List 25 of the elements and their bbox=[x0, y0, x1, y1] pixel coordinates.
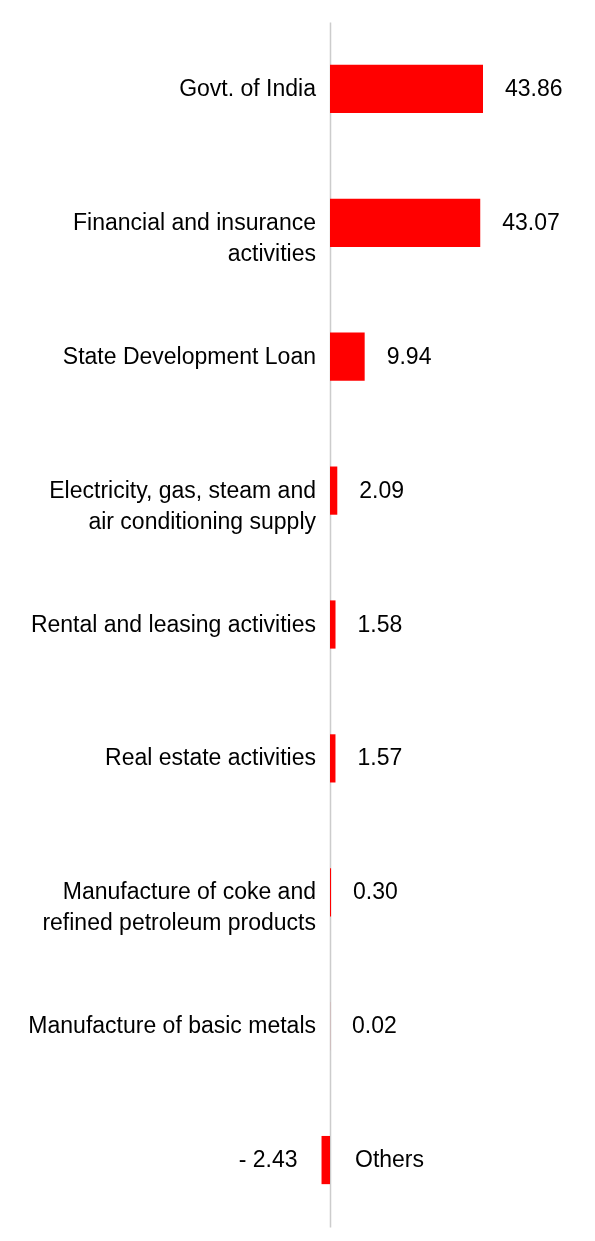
y-tick-label: Govt. of India bbox=[179, 74, 317, 101]
bar bbox=[330, 64, 483, 114]
bar bbox=[330, 332, 365, 381]
bar bbox=[330, 734, 336, 783]
data-label: 2.09 bbox=[359, 476, 405, 503]
y-tick-label: Others bbox=[355, 1146, 425, 1173]
y-tick-label: State Development Loan bbox=[62, 342, 316, 369]
y-tick-label: Manufacture of coke and refined petroleum products bbox=[42, 878, 316, 936]
data-label: - 2.43 bbox=[238, 1146, 298, 1173]
data-label: 43.86 bbox=[505, 74, 563, 101]
data-label: 43.07 bbox=[502, 208, 560, 235]
bar bbox=[330, 198, 481, 247]
y-tick-label: Financial and insurance activities bbox=[73, 208, 316, 266]
y-tick-label: Manufacture of basic metals bbox=[28, 1012, 316, 1039]
bar bbox=[321, 1135, 330, 1185]
data-label: 0.30 bbox=[353, 878, 398, 905]
bar bbox=[330, 466, 338, 515]
y-tick-label: Rental and leasing activities bbox=[30, 610, 316, 637]
data-label: 1.57 bbox=[357, 744, 403, 771]
data-label: 1.58 bbox=[357, 610, 403, 637]
data-label: 0.02 bbox=[352, 1012, 397, 1039]
bar bbox=[330, 600, 336, 649]
y-tick-label: Electricity, gas, steam and air conditioning supply bbox=[49, 476, 317, 534]
y-tick-label: Real estate activities bbox=[105, 744, 316, 771]
data-label: 9.94 bbox=[386, 342, 432, 369]
